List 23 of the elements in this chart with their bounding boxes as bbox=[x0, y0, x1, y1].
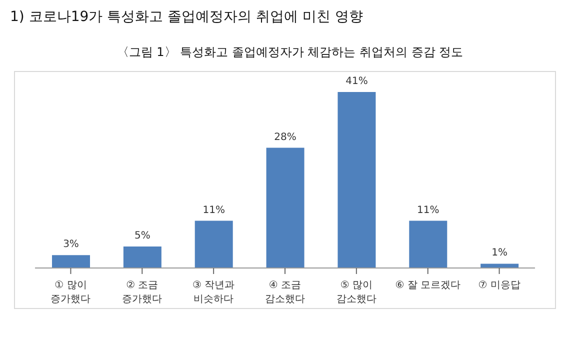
data-label: 3% bbox=[63, 239, 79, 250]
data-label: 11% bbox=[417, 204, 440, 216]
bar bbox=[266, 148, 304, 268]
chart-subtitle: 〈그림 1〉 특성화고 졸업예정자가 체감하는 취업처의 증감 정도 bbox=[116, 44, 464, 61]
data-label: 5% bbox=[134, 230, 150, 242]
bar bbox=[480, 264, 519, 268]
x-tick-label: ④ 조금 감소했다 bbox=[265, 280, 305, 305]
x-tick-label: ② 조금 증가했다 bbox=[122, 280, 162, 305]
data-label: 1% bbox=[492, 248, 508, 259]
bar bbox=[409, 220, 448, 268]
x-tick-label: ① 많이 증가했다 bbox=[50, 280, 91, 305]
bar bbox=[338, 92, 376, 268]
data-label: 11% bbox=[202, 204, 225, 216]
data-label: 28% bbox=[274, 132, 296, 143]
x-tick-label: ⑦ 미응답 bbox=[478, 280, 520, 291]
x-tick-label: ⑤ 많이 감소했다 bbox=[336, 280, 376, 305]
bar bbox=[194, 220, 233, 268]
bar bbox=[123, 246, 162, 268]
bar bbox=[52, 255, 90, 268]
x-tick-label: ③ 작년과 비슷하다 bbox=[192, 280, 235, 305]
x-tick-label: ⑥ 잘 모르겠다 bbox=[395, 280, 461, 291]
chart-title: 1) 코로나19가 특성화고 졸업예정자의 취업에 미친 영향 bbox=[10, 8, 364, 26]
data-label: 41% bbox=[346, 76, 368, 87]
